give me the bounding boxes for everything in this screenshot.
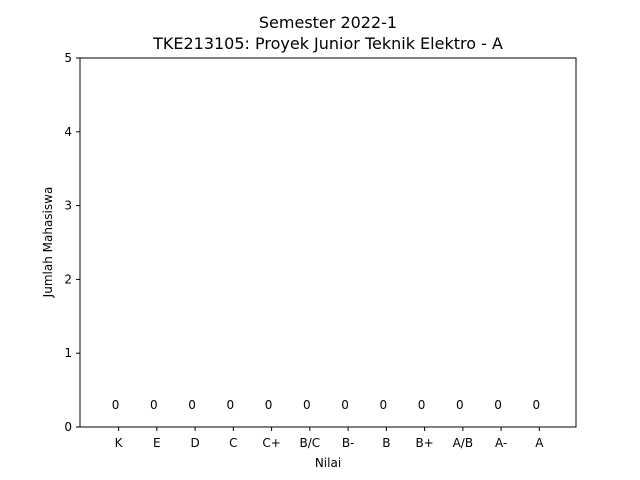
bar-value-label: 0 bbox=[456, 398, 464, 412]
bar-value-label: 0 bbox=[418, 398, 426, 412]
x-tick-label: B bbox=[382, 436, 390, 450]
x-tick-label: A- bbox=[495, 436, 507, 450]
data-labels-layer: 0 0 0 0 0 0 0 0 0 0 0 0 bbox=[112, 398, 540, 412]
x-tick-label: D bbox=[190, 436, 199, 450]
bar-value-label: 0 bbox=[150, 398, 158, 412]
chart-title: Semester 2022-1 bbox=[259, 13, 397, 32]
ticks-layer: K E D C C+ B/C B- B B+ A/B A- A 0 1 2 3 4 5 bbox=[64, 51, 544, 450]
y-tick-label: 3 bbox=[64, 199, 72, 213]
y-tick-label: 5 bbox=[64, 51, 72, 65]
x-tick-label: C+ bbox=[262, 436, 280, 450]
bar-value-label: 0 bbox=[303, 398, 311, 412]
bar-value-label: 0 bbox=[380, 398, 388, 412]
x-tick-label: B/C bbox=[300, 436, 321, 450]
x-tick-label: A bbox=[535, 436, 544, 450]
y-tick-label: 1 bbox=[64, 346, 72, 360]
x-tick-label: C bbox=[229, 436, 237, 450]
bar-value-label: 0 bbox=[188, 398, 196, 412]
x-axis-label: Nilai bbox=[315, 456, 341, 470]
bar-value-label: 0 bbox=[494, 398, 502, 412]
bar-value-label: 0 bbox=[533, 398, 541, 412]
x-tick-label: K bbox=[115, 436, 124, 450]
bar-value-label: 0 bbox=[341, 398, 349, 412]
bar-value-label: 0 bbox=[265, 398, 273, 412]
chart-subtitle: TKE213105: Proyek Junior Teknik Elektro … bbox=[152, 34, 503, 53]
x-tick-label: A/B bbox=[453, 436, 473, 450]
bar-value-label: 0 bbox=[227, 398, 235, 412]
y-tick-label: 2 bbox=[64, 272, 72, 286]
x-tick-label: E bbox=[153, 436, 161, 450]
plot-area-frame bbox=[79, 57, 577, 428]
x-tick-label: B+ bbox=[415, 436, 433, 450]
y-axis-label: Jumlah Mahasiswa bbox=[41, 187, 55, 299]
x-tick-label: B- bbox=[342, 436, 355, 450]
y-tick-label: 0 bbox=[64, 420, 72, 434]
bar-value-label: 0 bbox=[112, 398, 120, 412]
y-tick-label: 4 bbox=[64, 125, 72, 139]
